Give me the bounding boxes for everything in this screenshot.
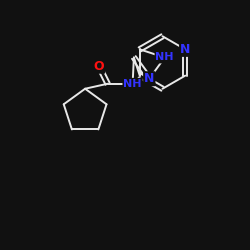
Text: O: O [94, 60, 104, 73]
Text: NH: NH [156, 52, 174, 62]
Text: N: N [180, 43, 190, 56]
Text: NH: NH [123, 79, 142, 89]
Text: N: N [144, 72, 154, 85]
